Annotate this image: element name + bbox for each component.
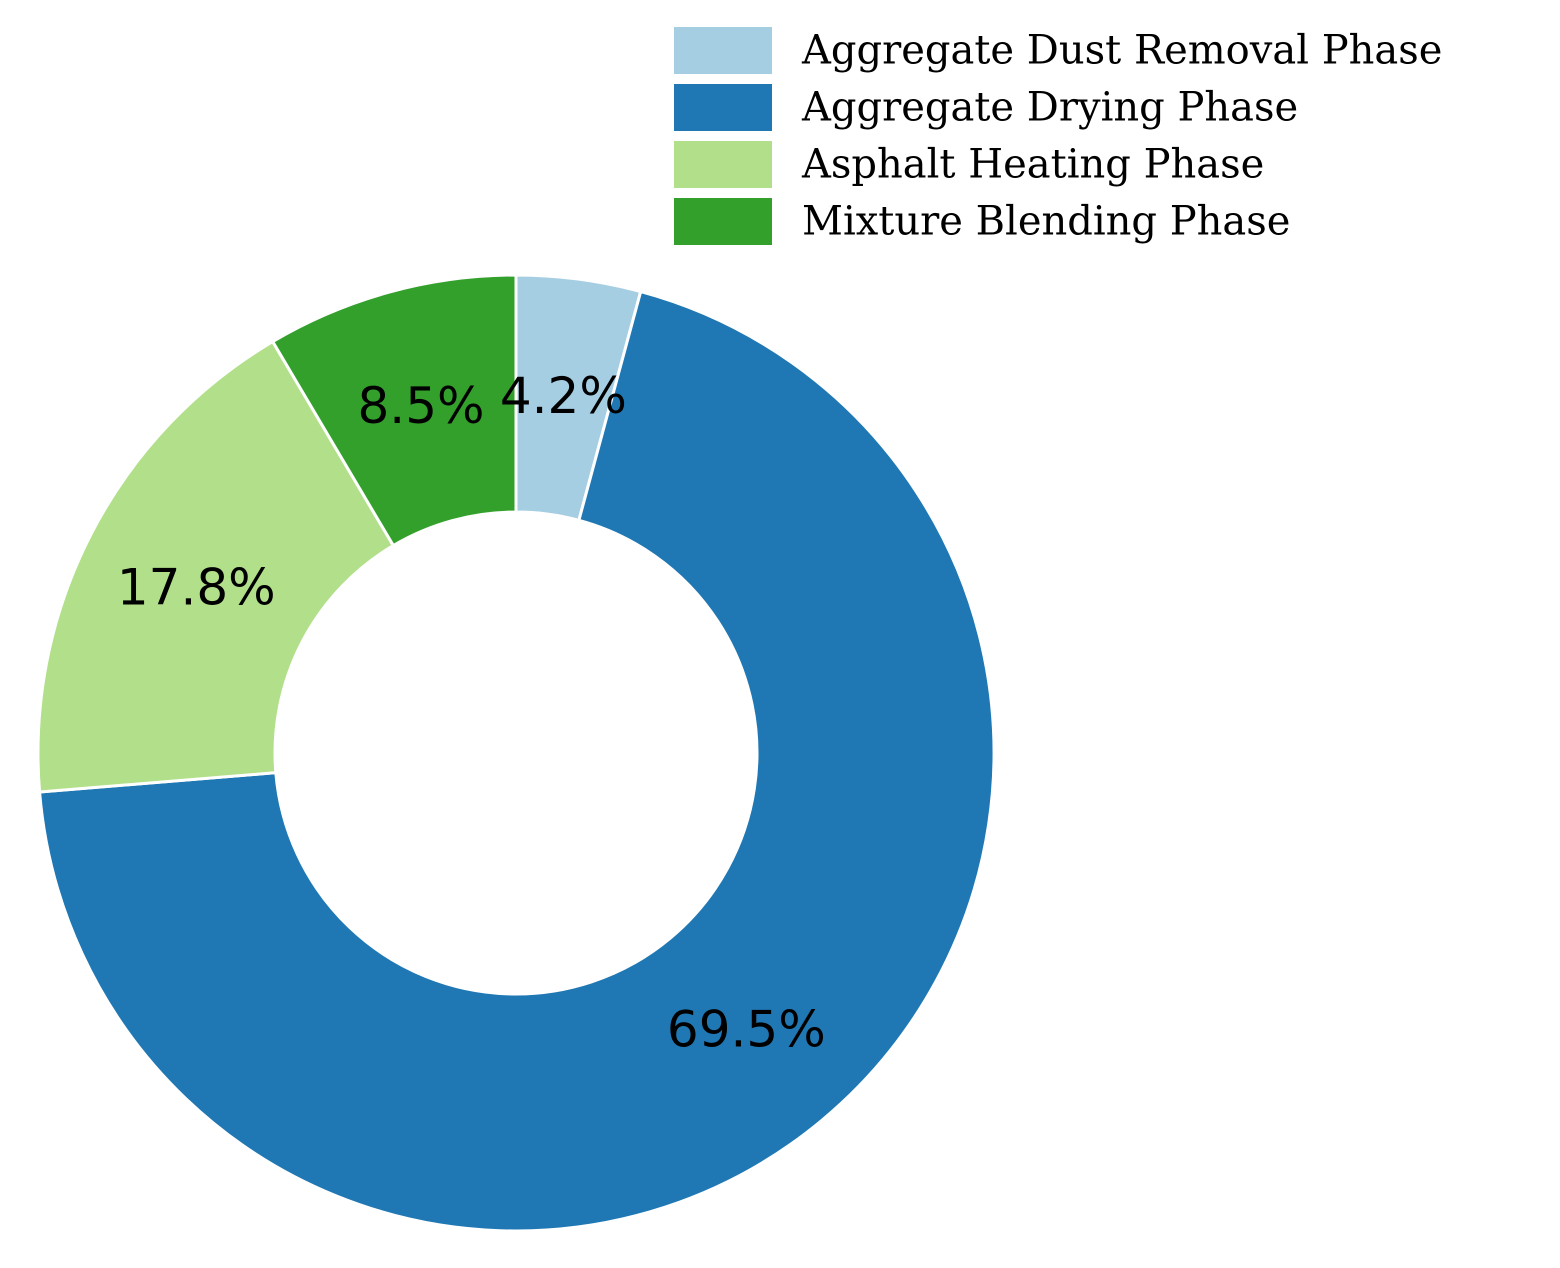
slice-aggregate-drying-phase xyxy=(37,289,996,1233)
legend-label-asphalt-heating-phase: Asphalt Heating Phase xyxy=(801,142,1264,188)
donut-slices xyxy=(36,273,996,1233)
slice-labels: 4.2% 69.5% 17.8% 8.5% xyxy=(117,367,826,1059)
slice-label-aggregate-drying-phase: 69.5% xyxy=(667,1001,826,1059)
legend-label-aggregate-dust-removal-phase: Aggregate Dust Removal Phase xyxy=(801,28,1442,74)
legend-swatch-mixture-blending-phase xyxy=(674,198,772,245)
legend-swatch-asphalt-heating-phase xyxy=(674,141,772,188)
legend-swatch-aggregate-dust-removal-phase xyxy=(674,27,772,74)
slice-label-aggregate-dust-removal-phase: 4.2% xyxy=(500,367,627,425)
legend-swatch-aggregate-drying-phase xyxy=(674,84,772,131)
legend-label-aggregate-drying-phase: Aggregate Drying Phase xyxy=(801,85,1298,131)
slice-label-asphalt-heating-phase: 17.8% xyxy=(117,559,276,617)
legend: Aggregate Dust Removal Phase Aggregate Dr… xyxy=(674,27,1442,245)
legend-label-mixture-blending-phase: Mixture Blending Phase xyxy=(802,199,1290,245)
slice-asphalt-heating-phase xyxy=(36,339,396,794)
slice-mixture-blending-phase xyxy=(270,273,518,548)
slice-label-mixture-blending-phase: 8.5% xyxy=(357,377,484,435)
